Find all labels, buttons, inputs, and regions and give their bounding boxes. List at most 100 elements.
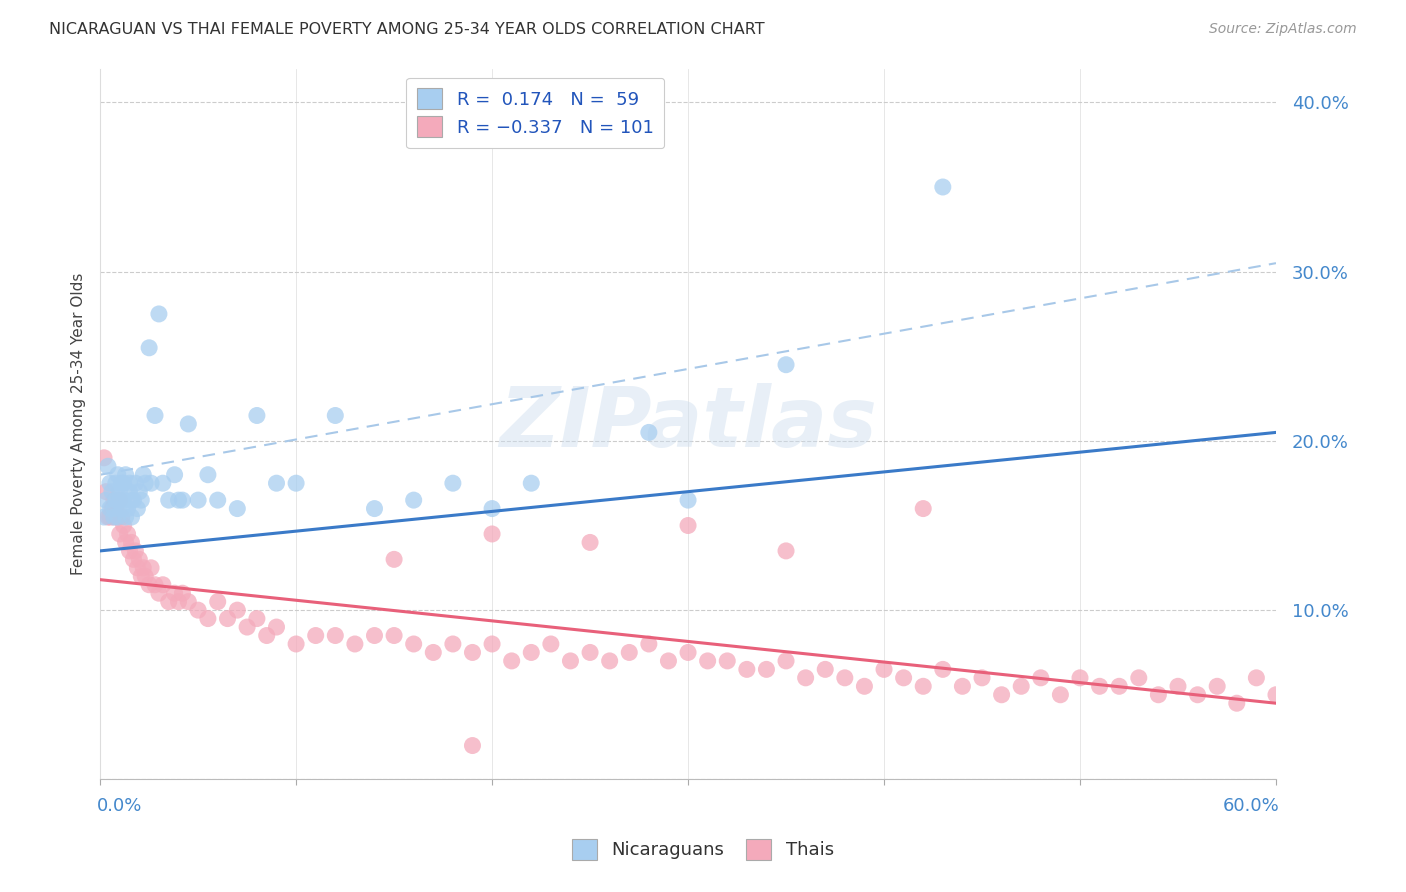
Point [912, 679, 935, 693]
Point [101, 484, 124, 499]
Point [1187, 688, 1209, 702]
Point [157, 493, 180, 508]
Point [266, 620, 288, 634]
Point [481, 527, 503, 541]
Point [114, 467, 136, 482]
Point [172, 586, 194, 600]
Point [207, 595, 229, 609]
Point [132, 467, 155, 482]
Point [163, 586, 186, 600]
Point [540, 637, 562, 651]
Point [167, 595, 190, 609]
Point [952, 679, 974, 693]
Point [794, 671, 817, 685]
Text: NICARAGUAN VS THAI FEMALE POVERTY AMONG 25-34 YEAR OLDS CORRELATION CHART: NICARAGUAN VS THAI FEMALE POVERTY AMONG … [49, 22, 765, 37]
Point [1069, 671, 1091, 685]
Point [104, 493, 127, 508]
Point [873, 662, 896, 676]
Point [990, 688, 1012, 702]
Point [382, 628, 405, 642]
Point [481, 637, 503, 651]
Point [323, 628, 346, 642]
Point [402, 493, 425, 508]
Point [716, 654, 738, 668]
Point [93, 450, 115, 465]
Point [157, 595, 180, 609]
Point [1206, 679, 1229, 693]
Point [112, 476, 135, 491]
Point [481, 501, 503, 516]
Point [853, 679, 876, 693]
Point [134, 476, 156, 491]
Point [114, 510, 136, 524]
Point [285, 476, 308, 491]
Point [932, 180, 955, 194]
Point [775, 654, 797, 668]
Point [94, 484, 117, 499]
Point [118, 476, 141, 491]
Point [1246, 671, 1268, 685]
Point [128, 484, 150, 499]
Point [134, 569, 156, 583]
Point [1128, 671, 1150, 685]
Point [1167, 679, 1189, 693]
Point [1147, 688, 1170, 702]
Point [363, 501, 385, 516]
Point [93, 510, 115, 524]
Point [94, 493, 117, 508]
Point [579, 645, 602, 659]
Point [755, 662, 778, 676]
Point [285, 637, 308, 651]
Point [676, 493, 699, 508]
Point [103, 493, 125, 508]
Point [520, 476, 543, 491]
Point [121, 510, 143, 524]
Point [187, 603, 209, 617]
Point [108, 484, 131, 499]
Point [167, 493, 190, 508]
Point [97, 459, 120, 474]
Point [114, 535, 136, 549]
Point [129, 569, 152, 583]
Point [108, 493, 131, 508]
Point [382, 552, 405, 566]
Point [579, 535, 602, 549]
Point [246, 611, 269, 625]
Point [108, 527, 131, 541]
Point [138, 578, 160, 592]
Point [814, 662, 837, 676]
Point [501, 654, 523, 668]
Point [98, 510, 121, 524]
Point [98, 501, 121, 516]
Point [108, 493, 131, 508]
Point [676, 645, 699, 659]
Point [236, 620, 259, 634]
Point [343, 637, 366, 651]
Point [117, 501, 139, 516]
Point [104, 476, 127, 491]
Point [520, 645, 543, 659]
Point [132, 561, 155, 575]
Point [441, 476, 464, 491]
Point [177, 595, 200, 609]
Point [696, 654, 718, 668]
Point [118, 544, 141, 558]
Point [101, 501, 124, 516]
Point [128, 552, 150, 566]
Point [104, 501, 127, 516]
Point [143, 409, 166, 423]
Legend: Nicaraguans, Thais: Nicaraguans, Thais [565, 831, 841, 867]
Point [619, 645, 641, 659]
Point [1088, 679, 1111, 693]
Point [148, 307, 170, 321]
Point [127, 561, 149, 575]
Point [121, 535, 143, 549]
Point [139, 561, 162, 575]
Point [111, 510, 134, 524]
Point [1265, 688, 1288, 702]
Text: Source: ZipAtlas.com: Source: ZipAtlas.com [1209, 22, 1357, 37]
Point [118, 484, 141, 499]
Point [107, 510, 129, 524]
Point [107, 510, 129, 524]
Text: 0.0%: 0.0% [97, 797, 142, 815]
